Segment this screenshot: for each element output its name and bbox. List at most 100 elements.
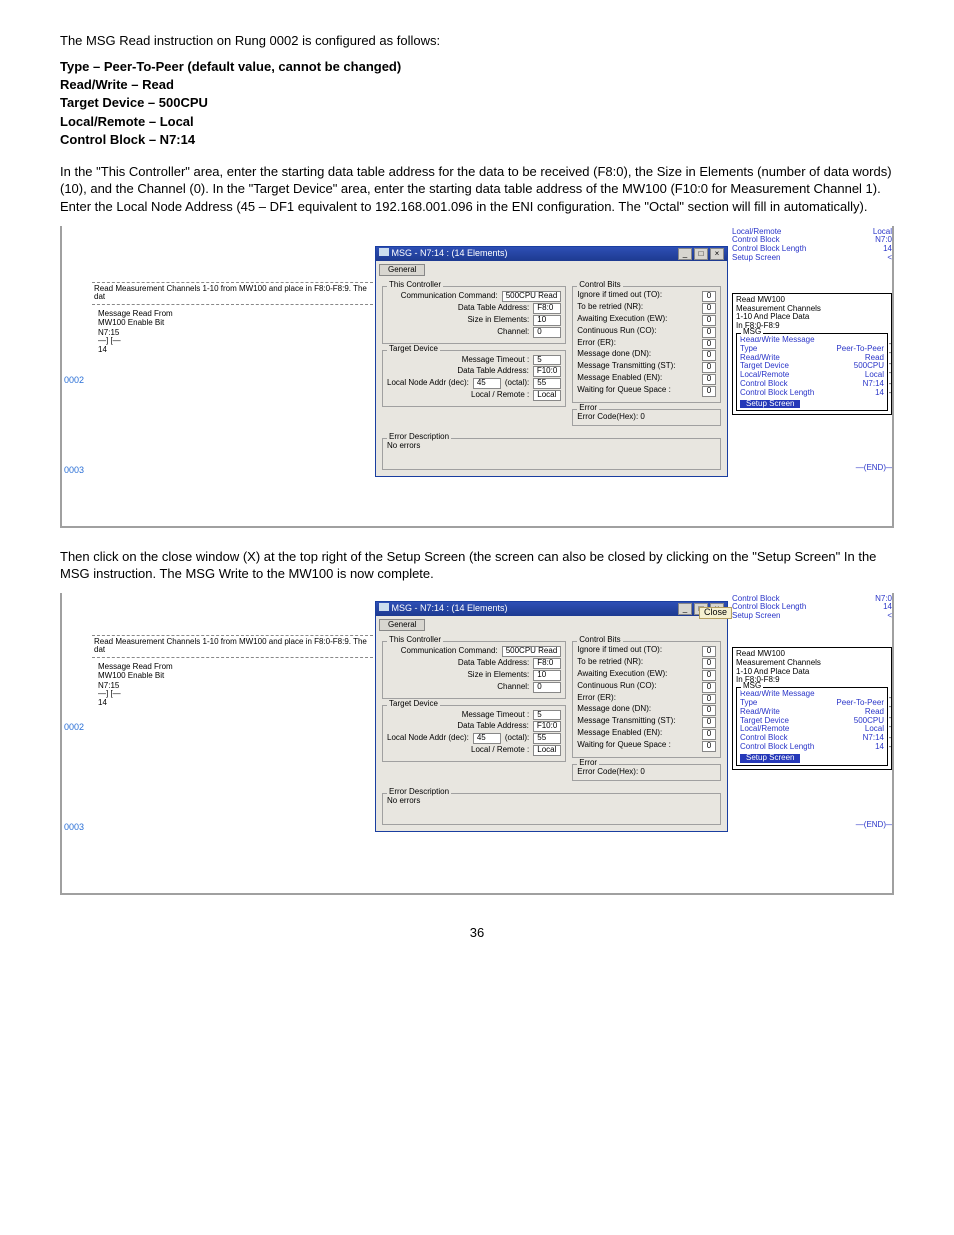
- bit-nr[interactable]: 0: [702, 303, 716, 314]
- ladder-right: Local/RemoteLocal Control BlockN7:0 Cont…: [732, 226, 892, 526]
- octal-field[interactable]: 55: [533, 733, 561, 744]
- paragraph-1: In the "This Controller" area, enter the…: [60, 163, 894, 216]
- contact-symbol: —] [— 14: [98, 690, 375, 708]
- bit-queue[interactable]: 0: [702, 741, 716, 752]
- target-dta-field[interactable]: F10:0: [533, 366, 561, 377]
- general-tab[interactable]: General: [379, 264, 425, 277]
- bit-en[interactable]: 0: [702, 729, 716, 740]
- error-code: Error Code(Hex): 0: [577, 768, 716, 777]
- target-dta-field[interactable]: F10:0: [533, 721, 561, 732]
- msg-top-fragment: Local/RemoteLocal Control BlockN7:0 Cont…: [732, 228, 892, 263]
- instr-label: Message Read From MW100 Enable Bit N7:15: [98, 309, 375, 337]
- bit-dn[interactable]: 0: [702, 705, 716, 716]
- general-tab[interactable]: General: [379, 619, 425, 632]
- rung-comment: Read Measurement Channels 1-10 from MW10…: [92, 282, 373, 306]
- close-tooltip: Close: [699, 607, 732, 619]
- error-group: Error Error Code(Hex): 0: [572, 409, 721, 427]
- minimize-button[interactable]: _: [678, 603, 692, 615]
- msg-top-fragment: Control BlockN7:0 Control Block Length14…: [732, 595, 892, 621]
- bit-ew[interactable]: 0: [702, 670, 716, 681]
- bit-er[interactable]: 0: [702, 339, 716, 350]
- figure-1: 0002 0003 Read Measurement Channels 1-10…: [60, 226, 894, 528]
- config-line: Local/Remote – Local: [60, 113, 894, 131]
- bit-en[interactable]: 0: [702, 374, 716, 385]
- bit-to[interactable]: 0: [702, 646, 716, 657]
- bit-to[interactable]: 0: [702, 291, 716, 302]
- bit-er[interactable]: 0: [702, 694, 716, 705]
- config-line: Type – Peer-To-Peer (default value, cann…: [60, 58, 894, 76]
- bit-queue[interactable]: 0: [702, 386, 716, 397]
- octal-field[interactable]: 55: [533, 378, 561, 389]
- rung-number: 0002: [64, 376, 84, 386]
- bit-st[interactable]: 0: [702, 717, 716, 728]
- timeout-field[interactable]: 5: [533, 710, 561, 721]
- msg-config-window: MSG - N7:14 : (14 Elements) _ □ × Close …: [375, 601, 728, 833]
- bit-co[interactable]: 0: [702, 327, 716, 338]
- msg-config-window: MSG - N7:14 : (14 Elements) _ □ × Genera…: [375, 246, 728, 478]
- rung-number: 0002: [64, 723, 84, 733]
- rung-number: 0003: [64, 823, 84, 833]
- msg-window-titlebar: MSG - N7:14 : (14 Elements) _ □ ×: [376, 602, 727, 616]
- local-node-addr-field[interactable]: 45: [473, 378, 501, 389]
- paragraph-2: Then click on the close window (X) at th…: [60, 548, 894, 583]
- bit-st[interactable]: 0: [702, 362, 716, 373]
- instr-label: Message Read From MW100 Enable Bit N7:15: [98, 662, 375, 690]
- msg-sub-block: MSG Read/Write Message TypePeer-To-Peer …: [736, 333, 888, 411]
- target-device-group: Target Device Message Timeout :5 Data Ta…: [382, 350, 566, 407]
- data-table-addr-field[interactable]: F8:0: [533, 303, 561, 314]
- figure-2: 0002 0003 Read Measurement Channels 1-10…: [60, 593, 894, 895]
- this-controller-group: This Controller Communication Command:50…: [382, 641, 566, 698]
- contact-symbol: —] [— 14: [98, 337, 375, 355]
- ladder-left: Read Measurement Channels 1-10 from MW10…: [90, 226, 375, 526]
- en-coil: —(EN)—: [889, 340, 894, 358]
- bit-ew[interactable]: 0: [702, 315, 716, 326]
- config-list: Type – Peer-To-Peer (default value, cann…: [60, 58, 894, 149]
- error-desc-group: Error Description No errors: [382, 793, 721, 825]
- size-field[interactable]: 10: [533, 315, 561, 326]
- er-coil: —(ER)—: [889, 734, 894, 752]
- bit-nr[interactable]: 0: [702, 658, 716, 669]
- msg-sub-block: MSG Read/Write Message TypePeer-To-Peer …: [736, 687, 888, 765]
- config-line: Control Block – N7:14: [60, 131, 894, 149]
- group-title: Error: [577, 404, 599, 413]
- error-group: Error Error Code(Hex): 0: [572, 764, 721, 782]
- ladder-left: Read Measurement Channels 1-10 from MW10…: [90, 593, 375, 893]
- page-number: 36: [60, 925, 894, 940]
- msg-instruction-block: Read MW100 Measurement Channels 1-10 And…: [732, 293, 892, 416]
- intro-text: The MSG Read instruction on Rung 0002 is…: [60, 33, 894, 48]
- setup-screen-button[interactable]: Setup Screen: [740, 400, 800, 409]
- msg-window-title: MSG - N7:14 : (14 Elements): [379, 248, 508, 259]
- group-title: Control Bits: [577, 281, 622, 290]
- en-coil: —(EN)—: [889, 694, 894, 712]
- rung-column: 0002 0003: [62, 593, 90, 893]
- minimize-button[interactable]: _: [678, 248, 692, 260]
- timeout-field[interactable]: 5: [533, 355, 561, 366]
- bit-dn[interactable]: 0: [702, 350, 716, 361]
- dn-coil: —(DN)—: [889, 714, 894, 732]
- channel-field[interactable]: 0: [533, 682, 561, 693]
- setup-screen-button[interactable]: Setup Screen: [740, 754, 800, 763]
- msg-window-titlebar: MSG - N7:14 : (14 Elements) _ □ ×: [376, 247, 727, 261]
- channel-field[interactable]: 0: [533, 327, 561, 338]
- comm-command-field[interactable]: 500CPU Read: [502, 646, 562, 657]
- target-device-group: Target Device Message Timeout :5 Data Ta…: [382, 705, 566, 762]
- maximize-button[interactable]: □: [694, 248, 708, 260]
- group-title: Target Device: [387, 345, 440, 354]
- group-title: This Controller: [387, 281, 443, 290]
- size-field[interactable]: 10: [533, 670, 561, 681]
- data-table-addr-field[interactable]: F8:0: [533, 658, 561, 669]
- local-node-addr-field[interactable]: 45: [473, 733, 501, 744]
- dn-coil: —(DN)—: [889, 360, 894, 378]
- control-bits-group: Control Bits Ignore if timed out (TO):0 …: [572, 641, 721, 757]
- error-desc-text: No errors: [387, 442, 716, 451]
- config-line: Target Device – 500CPU: [60, 94, 894, 112]
- end-marker: —(END)—: [856, 464, 894, 473]
- rung-comment: Read Measurement Channels 1-10 from MW10…: [92, 635, 373, 659]
- close-button[interactable]: ×: [710, 248, 724, 260]
- comm-command-field[interactable]: 500CPU Read: [502, 291, 562, 302]
- bit-co[interactable]: 0: [702, 682, 716, 693]
- local-remote-field[interactable]: Local: [533, 390, 561, 401]
- local-remote-field[interactable]: Local: [533, 745, 561, 756]
- group-title: Error Description: [387, 433, 451, 442]
- control-bits-group: Control Bits Ignore if timed out (TO):0 …: [572, 286, 721, 402]
